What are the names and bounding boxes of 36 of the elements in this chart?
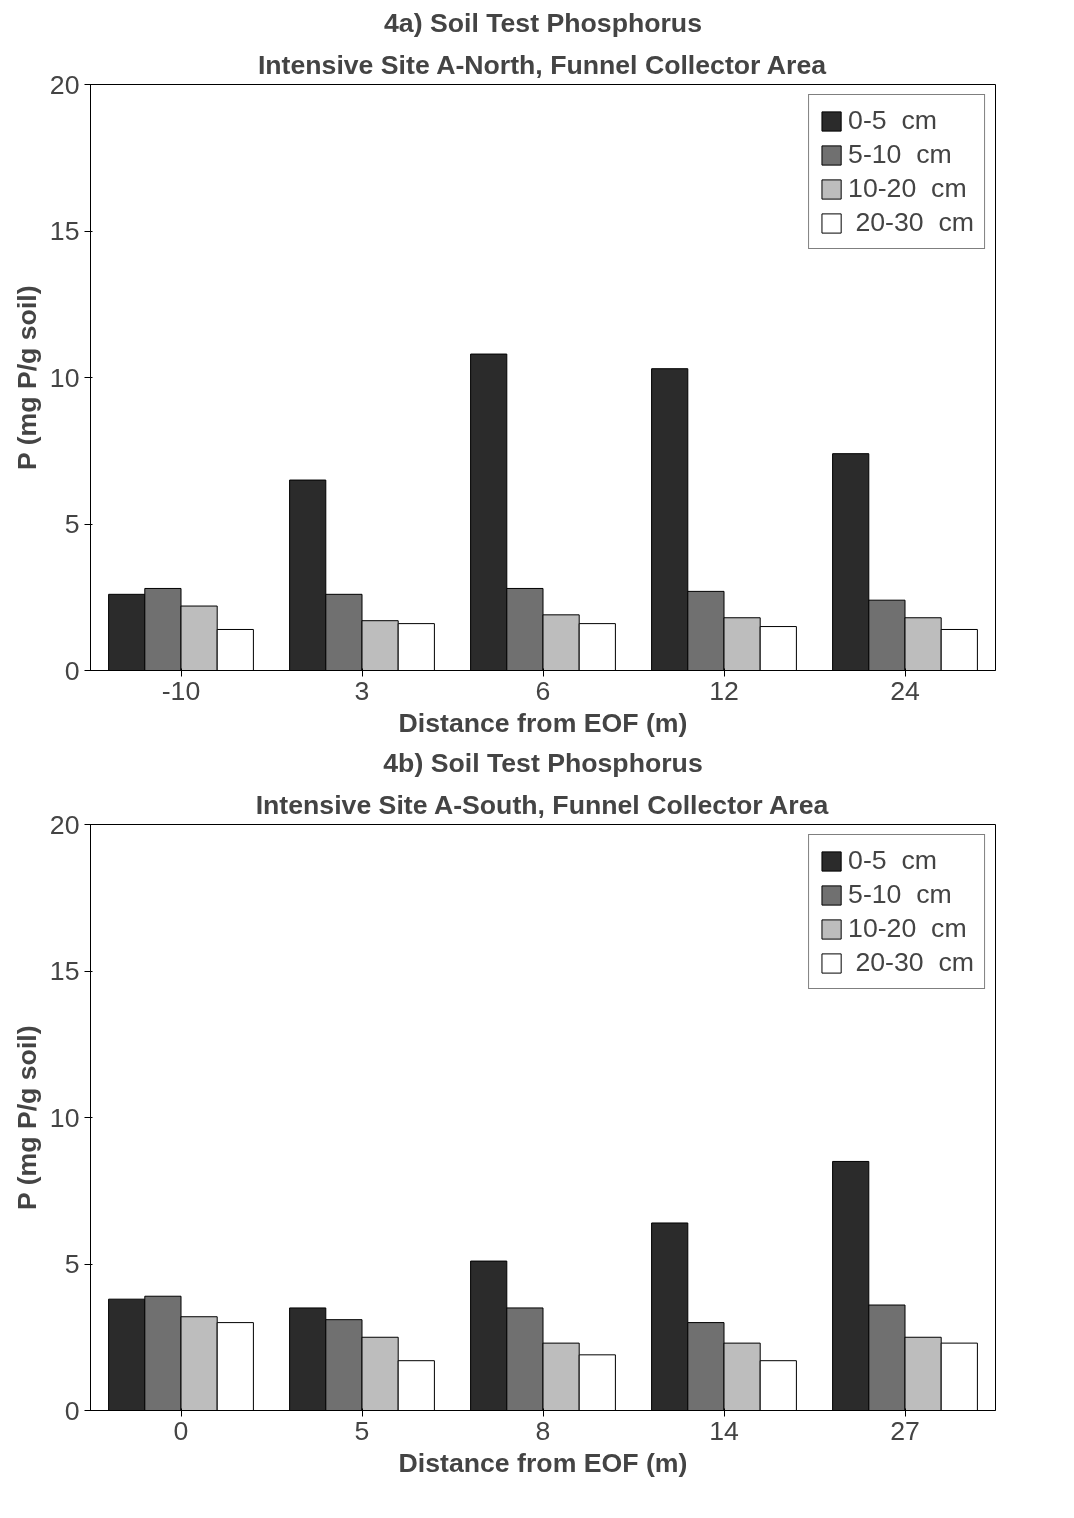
legend-label: 20-30 cm — [854, 207, 974, 238]
x-axis-title: Distance from EOF (m) — [398, 1447, 688, 1478]
x-tick-label: 27 — [890, 1415, 920, 1446]
x-tick-label: 12 — [709, 675, 739, 706]
y-tick-label: 15 — [49, 216, 80, 246]
x-tick-label: -10 — [161, 675, 201, 706]
legend-label: 10-20 cm — [848, 173, 967, 204]
chart-title: 4a) Soil Test Phosphorus — [384, 7, 702, 38]
y-tick-label: 5 — [64, 509, 80, 539]
chart-subtitle: Intensive Site A-South, Funnel Collector Area — [255, 789, 829, 820]
legend-label: 5-10 cm — [848, 879, 952, 910]
chart-subtitle: Intensive Site A-North, Funnel Collector Area — [257, 49, 827, 80]
y-tick-label: 5 — [64, 1249, 80, 1279]
chart-title: 4b) Soil Test Phosphorus — [383, 747, 703, 778]
x-tick-label: 14 — [709, 1415, 739, 1446]
x-tick-label: 5 — [354, 1415, 370, 1446]
legend-label: 0-5 cm — [848, 105, 937, 136]
y-tick-label: 20 — [49, 809, 80, 840]
y-tick-label: 10 — [49, 362, 80, 393]
x-tick-label: 0 — [173, 1415, 189, 1446]
legend-label: 5-10 cm — [848, 139, 952, 170]
x-axis-title: Distance from EOF (m) — [398, 707, 688, 738]
y-tick-label: 15 — [49, 956, 80, 986]
legend-label: 20-30 cm — [854, 947, 974, 978]
legend-label: 0-5 cm — [848, 845, 937, 876]
y-tick-label: 10 — [49, 1102, 80, 1133]
y-axis-title: P (mg P/g soil) — [11, 285, 42, 471]
y-tick-label: 0 — [64, 1395, 80, 1426]
y-tick-label: 0 — [64, 655, 80, 686]
y-axis-title: P (mg P/g soil) — [11, 1025, 42, 1211]
x-tick-label: 24 — [890, 675, 920, 706]
y-tick-label: 20 — [49, 69, 80, 100]
legend-label: 10-20 cm — [848, 913, 967, 944]
x-tick-label: 6 — [535, 675, 551, 706]
x-tick-label: 3 — [354, 675, 370, 706]
x-tick-label: 8 — [535, 1415, 551, 1446]
